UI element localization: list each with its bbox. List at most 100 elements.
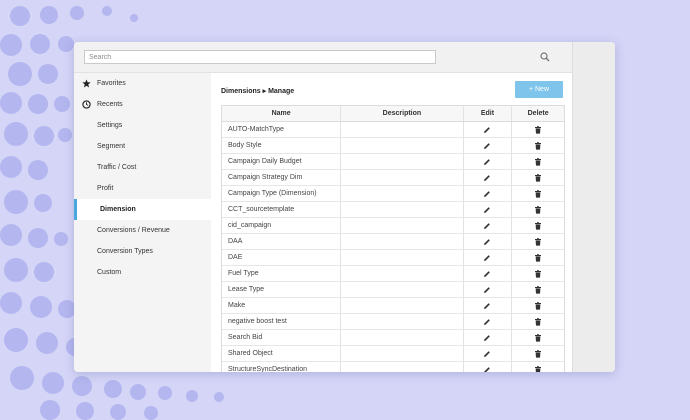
background-dot: [158, 386, 172, 400]
sidebar-item-conversion-types[interactable]: Conversion Types: [74, 241, 211, 262]
edit-button[interactable]: [464, 122, 513, 137]
cell-description: [341, 122, 464, 137]
background-dot: [186, 390, 198, 402]
sidebar-item-label: Conversions / Revenue: [97, 227, 170, 234]
edit-button[interactable]: [464, 250, 513, 265]
sidebar-item-custom[interactable]: Custom: [74, 262, 211, 283]
delete-button[interactable]: [512, 314, 564, 329]
trash-icon: [535, 318, 542, 326]
header-name[interactable]: Name: [222, 106, 342, 121]
delete-button[interactable]: [512, 362, 564, 372]
table-row: CCT_sourcetemplate: [222, 202, 564, 218]
edit-button[interactable]: [464, 218, 513, 233]
delete-button[interactable]: [512, 282, 564, 297]
edit-button[interactable]: [464, 186, 513, 201]
delete-button[interactable]: [512, 234, 564, 249]
cell-name: negative boost test: [222, 314, 342, 329]
edit-button[interactable]: [464, 346, 513, 361]
pencil-icon: [484, 319, 491, 325]
edit-button[interactable]: [464, 138, 513, 153]
delete-button[interactable]: [512, 298, 564, 313]
trash-icon: [535, 158, 542, 166]
header-description[interactable]: Description: [341, 106, 464, 121]
edit-button[interactable]: [464, 298, 513, 313]
sidebar-item-recents[interactable]: Recents: [74, 94, 211, 115]
edit-button[interactable]: [464, 282, 513, 297]
background-dot: [10, 6, 30, 26]
background-dot: [76, 402, 94, 420]
edit-button[interactable]: [464, 266, 513, 281]
background-dot: [104, 380, 122, 398]
edit-button[interactable]: [464, 202, 513, 217]
background-dot: [34, 262, 54, 282]
sidebar-item-traffic-cost[interactable]: Traffic / Cost: [74, 157, 211, 178]
table-row: Lease Type: [222, 282, 564, 298]
background-dot: [28, 228, 48, 248]
table-row: AUTO-MatchType: [222, 122, 564, 138]
table-row: cid_campaign: [222, 218, 564, 234]
trash-icon: [535, 254, 542, 262]
delete-button[interactable]: [512, 122, 564, 137]
cell-name: StructureSyncDestination: [222, 362, 342, 372]
trash-icon: [535, 142, 542, 150]
trash-icon: [535, 206, 542, 214]
trash-icon: [535, 334, 542, 342]
delete-button[interactable]: [512, 266, 564, 281]
sidebar-item-profit[interactable]: Profit: [74, 178, 211, 199]
sidebar-item-label: Traffic / Cost: [97, 164, 137, 171]
sidebar-item-favorites[interactable]: Favorites: [74, 73, 211, 94]
cell-description: [341, 298, 464, 313]
main-content: Dimensions ▸ Manage + New Name Descripti…: [211, 73, 572, 372]
delete-button[interactable]: [512, 186, 564, 201]
background-dot: [34, 126, 54, 146]
pencil-icon: [484, 367, 491, 372]
sidebar-item-conversions-revenue[interactable]: Conversions / Revenue: [74, 220, 211, 241]
cell-description: [341, 266, 464, 281]
background-dot: [102, 6, 112, 16]
edit-button[interactable]: [464, 330, 513, 345]
active-indicator: [74, 199, 77, 220]
table-row: Campaign Daily Budget: [222, 154, 564, 170]
delete-button[interactable]: [512, 218, 564, 233]
background-dot: [130, 14, 138, 22]
delete-button[interactable]: [512, 154, 564, 169]
cell-name: DAE: [222, 250, 342, 265]
delete-button[interactable]: [512, 250, 564, 265]
edit-button[interactable]: [464, 362, 513, 372]
sidebar-item-dimension[interactable]: Dimension: [74, 199, 211, 220]
background-dot: [40, 400, 60, 420]
search-icon[interactable]: [540, 52, 550, 62]
edit-button[interactable]: [464, 234, 513, 249]
background-dot: [36, 332, 58, 354]
sidebar-item-segment[interactable]: Segment: [74, 136, 211, 157]
background-dot: [28, 94, 48, 114]
sidebar-item-label: Recents: [97, 101, 123, 108]
delete-button[interactable]: [512, 346, 564, 361]
sidebar: Favorites Recents Settings Segment Traff…: [74, 73, 211, 372]
search-input[interactable]: [84, 50, 436, 64]
delete-button[interactable]: [512, 170, 564, 185]
delete-button[interactable]: [512, 138, 564, 153]
table-header: Name Description Edit Delete: [222, 106, 564, 122]
edit-button[interactable]: [464, 314, 513, 329]
sidebar-item-label: Favorites: [97, 80, 126, 87]
table-body: AUTO-MatchType Body Style Campaign Daily B…: [222, 122, 564, 372]
delete-button[interactable]: [512, 330, 564, 345]
app-window: Favorites Recents Settings Segment Traff…: [74, 42, 615, 372]
background-dot: [4, 190, 28, 214]
delete-button[interactable]: [512, 202, 564, 217]
cell-name: Make: [222, 298, 342, 313]
new-button[interactable]: + New: [515, 81, 563, 98]
background-dot: [0, 224, 22, 246]
sidebar-item-label: Segment: [97, 143, 126, 150]
background-dot: [0, 34, 22, 56]
edit-button[interactable]: [464, 154, 513, 169]
table-row: Search Bid: [222, 330, 564, 346]
cell-description: [341, 218, 464, 233]
pencil-icon: [484, 239, 491, 245]
sidebar-item-settings[interactable]: Settings: [74, 115, 211, 136]
edit-button[interactable]: [464, 170, 513, 185]
header-edit: Edit: [464, 106, 513, 121]
background-dot: [72, 376, 92, 396]
header-delete: Delete: [527, 110, 549, 117]
